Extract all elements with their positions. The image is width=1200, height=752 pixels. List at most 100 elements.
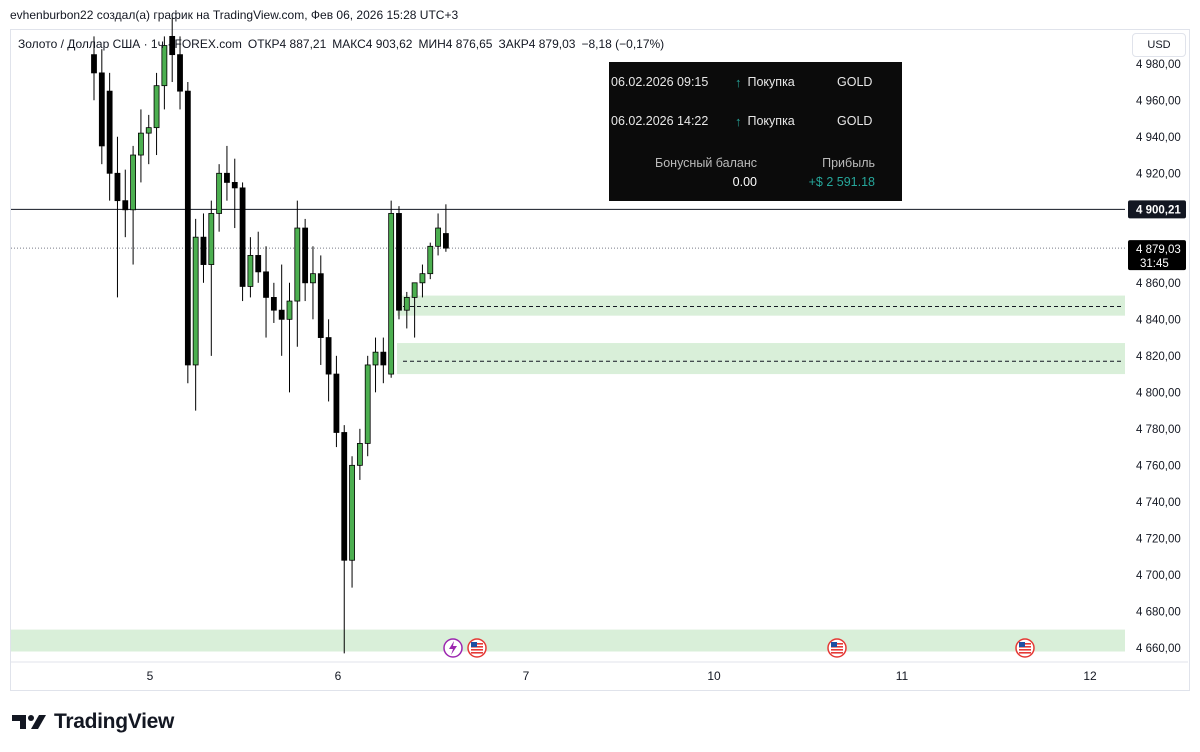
- candle: [177, 36, 183, 110]
- last-price-badge: [1128, 240, 1186, 271]
- price-levels: [11, 208, 1125, 362]
- candle: [333, 355, 340, 448]
- price-tick-label: 4 680,00: [1136, 606, 1181, 618]
- time-tick-label: 12: [1083, 669, 1097, 683]
- trade-direction: ↑ Покупка: [735, 75, 795, 90]
- flag-stripe: [1019, 649, 1031, 651]
- candle-body: [427, 245, 434, 275]
- candle: [419, 264, 426, 298]
- legend-high: МАКС4 903,62: [332, 37, 413, 51]
- price-zone: [397, 343, 1125, 375]
- candle: [294, 200, 301, 347]
- price-tick-label: 4 960,00: [1136, 95, 1181, 107]
- candle: [224, 145, 230, 201]
- candle-body: [419, 273, 426, 284]
- legend-change: −8,18 (−0,17%): [581, 37, 665, 51]
- candle: [192, 218, 199, 411]
- price-axis: 4 980,00 4 960,00 4 940,00 4 920,00 4 860,00…: [1128, 59, 1186, 655]
- time-tick-label: 5: [147, 669, 154, 683]
- candle-body: [161, 45, 168, 87]
- legend-low: МИН4 876,65: [418, 37, 493, 51]
- price-tick-label: 4 780,00: [1136, 424, 1181, 436]
- candle-body: [364, 364, 371, 444]
- time-tick-label: 11: [896, 669, 909, 683]
- legend-close: ЗАКР4 879,03: [498, 37, 576, 51]
- candle-body: [184, 90, 191, 366]
- currency-button[interactable]: USD: [1132, 33, 1186, 57]
- price-tick-label: 4 840,00: [1136, 314, 1181, 326]
- crosshair-price-label: 4 900,21: [1136, 204, 1181, 216]
- price-tick-label: 4 860,00: [1136, 278, 1181, 290]
- flag-stripe: [831, 649, 843, 651]
- tradingview-logo[interactable]: TradingView: [12, 710, 174, 734]
- candle: [349, 456, 355, 588]
- candle: [435, 213, 441, 256]
- candle-body: [200, 236, 207, 265]
- candle: [184, 82, 191, 384]
- candle: [153, 72, 160, 156]
- crosshair-price-badge: [1128, 200, 1186, 219]
- candle-body: [231, 182, 238, 189]
- candle-body: [372, 351, 379, 366]
- candle-body: [216, 172, 223, 214]
- price-tick-label: 4 660,00: [1136, 643, 1181, 655]
- us-flag-event-icon[interactable]: [1015, 638, 1035, 658]
- candle: [380, 337, 387, 384]
- candle-body: [224, 172, 230, 183]
- bonus-balance-label: Бонусный баланс: [655, 156, 757, 170]
- flag-canton: [831, 642, 837, 647]
- candle: [114, 136, 121, 298]
- candle: [239, 182, 246, 302]
- candle: [169, 18, 176, 83]
- price-tick-label: 4 760,00: [1136, 460, 1181, 472]
- candle-body: [177, 54, 183, 92]
- lightning-event-icon[interactable]: [443, 638, 463, 658]
- candle-body: [403, 297, 410, 311]
- candle: [278, 264, 285, 356]
- candle: [231, 158, 238, 229]
- candle-body: [91, 54, 97, 74]
- symbol-legend[interactable]: Золото / Доллар США · 1ч · FOREX.com ОТК…: [18, 37, 664, 51]
- tradingview-logo-text: TradingView: [54, 710, 175, 733]
- trade-time: 06.02.2026 09:15: [611, 75, 709, 89]
- candle: [122, 169, 129, 238]
- time-axis: 5 6 7 10 11 12: [11, 661, 1188, 683]
- candle-body: [286, 300, 293, 320]
- trade-direction-label: Покупка: [747, 114, 795, 128]
- candle-body: [122, 200, 129, 211]
- candle: [98, 49, 105, 165]
- price-tick-label: 4 940,00: [1136, 132, 1181, 144]
- candle: [310, 246, 316, 320]
- candle: [388, 200, 395, 378]
- us-flag-event-icon[interactable]: [827, 638, 847, 658]
- candle-body: [263, 271, 269, 298]
- candle-body: [130, 154, 137, 211]
- candle-body: [192, 236, 199, 366]
- candle-body: [98, 72, 105, 147]
- candle: [255, 231, 262, 283]
- candle-body: [380, 351, 387, 366]
- arrow-up-icon: ↑: [735, 74, 742, 90]
- symbol-name[interactable]: Золото / Доллар США · 1ч · FOREX.com: [18, 37, 242, 51]
- tradingview-logo-icon: [12, 715, 46, 729]
- trade-direction-label: Покупка: [747, 75, 795, 89]
- candle: [270, 282, 277, 323]
- candle-body: [325, 337, 332, 375]
- candle: [341, 425, 348, 654]
- candle: [138, 109, 144, 183]
- candle: [403, 291, 410, 329]
- price-tick-label: 4 820,00: [1136, 351, 1181, 363]
- profit-value: +$ 2 591.18: [808, 175, 875, 189]
- candle: [325, 319, 332, 402]
- trade-row: 06.02.2026 09:15 ↑ Покупка GOLD: [609, 72, 902, 92]
- flag-stripe: [1019, 652, 1031, 654]
- trade-time: 06.02.2026 14:22: [611, 114, 709, 128]
- candle-body: [294, 227, 301, 302]
- price-zone: [11, 629, 1125, 652]
- candle: [247, 237, 254, 298]
- candle: [411, 282, 418, 338]
- trade-panel: 06.02.2026 09:15 ↑ Покупка GOLD 06.02.20…: [609, 62, 902, 201]
- us-flag-event-icon[interactable]: [467, 638, 487, 658]
- candle-body: [388, 213, 395, 375]
